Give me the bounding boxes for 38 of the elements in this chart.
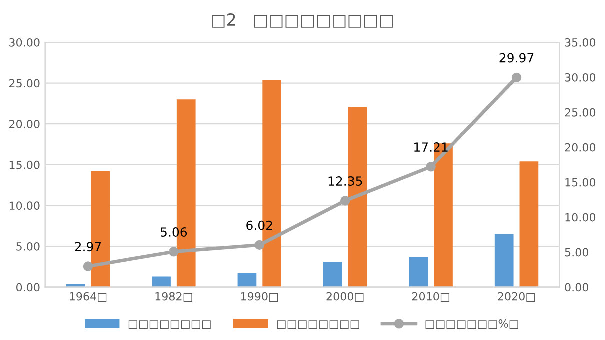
y-tick-label: 30.00 [10,38,40,47]
x-tick-label: 2020□ [498,292,536,302]
y-tick-label: 20.00 [10,120,40,128]
x-tick-label: 2000□ [326,292,364,302]
legend-label: □□□□□□□□ [277,320,360,330]
x-tick-label: 1990□ [241,292,278,302]
bar [238,273,257,288]
point [169,247,179,257]
y2-tick-label: 30.00 [565,73,596,82]
y2-tick-label: 15.00 [566,178,596,187]
point [83,262,94,272]
point [512,72,522,83]
point [254,240,265,250]
x-tick-label: 1982□ [156,292,192,302]
chart-title: □2 □□□□□□□□□ [212,13,393,28]
y-tick-label: 15.00 [10,160,40,170]
y-tick-label: 25.00 [10,79,40,88]
y2-tick-label: 5.00 [565,248,588,257]
bar [324,262,342,288]
y2-tick-label: 0.00 [565,283,588,292]
point [426,162,436,172]
bar [520,162,539,288]
bar [152,276,171,288]
x-tick-label: 1964□ [70,292,107,302]
y-tick-label: 5.00 [16,242,40,251]
legend-label: □□□□□□□□ [128,320,211,330]
y-tick-label: 10.00 [10,202,40,210]
x-tick-label: 2010□ [412,292,450,302]
y2-tick-label: 35.00 [565,38,596,47]
bar [494,234,514,288]
data-label: 29.97 [500,53,534,63]
legend-label: □□□□□□□%□ [426,320,518,330]
y2-tick-label: 10.00 [566,213,596,222]
bar [409,257,428,288]
y2-tick-label: 25.00 [565,108,596,117]
y-tick-label: 0.00 [16,283,40,292]
point [340,196,350,206]
y2-tick-label: 20.00 [565,143,596,152]
